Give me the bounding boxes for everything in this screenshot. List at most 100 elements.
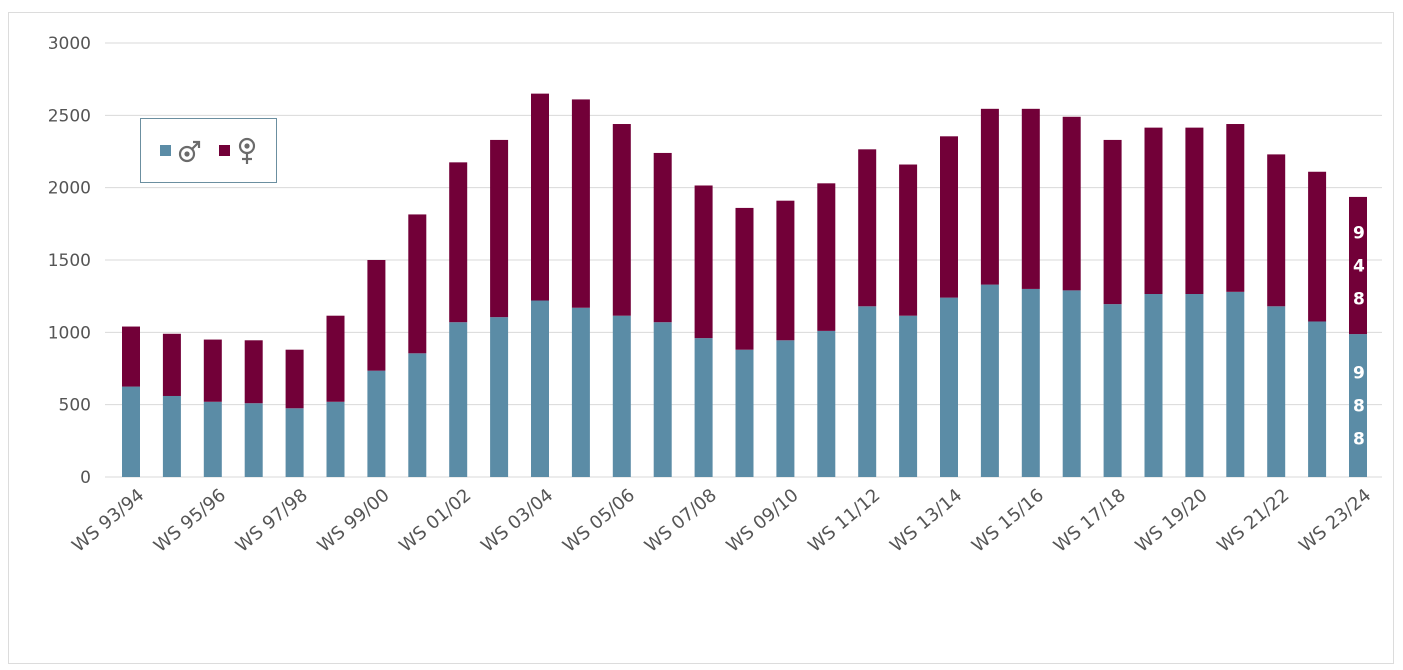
- y-tick-label: 1000: [48, 323, 91, 343]
- x-tick-label: WS 95/96: [150, 485, 230, 557]
- legend: [140, 118, 277, 183]
- x-tick-label: WS 03/04: [477, 485, 557, 557]
- bar-segment-male: [694, 338, 713, 477]
- bar-segment-female: [162, 333, 181, 396]
- bar-segment-female: [858, 149, 877, 307]
- x-tick-label: WS 07/08: [641, 485, 721, 557]
- data-label: 8: [1353, 289, 1365, 309]
- legend-swatch-male: [159, 145, 171, 156]
- bar-segment-female: [940, 136, 958, 298]
- bar-segment-female: [1103, 139, 1122, 305]
- bar-segment-female: [408, 214, 427, 354]
- y-tick-label: 2500: [48, 106, 91, 126]
- bar-segment-male: [244, 403, 263, 477]
- bar-segment-male: [1103, 304, 1122, 477]
- data-label: 8: [1353, 430, 1365, 450]
- bars: [122, 93, 1367, 477]
- legend-swatch-female: [218, 145, 230, 156]
- bar-segment-female: [203, 339, 222, 402]
- x-tick-label: WS 05/06: [559, 485, 639, 557]
- x-tick-label: WS 11/12: [804, 485, 884, 557]
- x-tick-label: WS 01/02: [395, 485, 475, 557]
- bar-segment-female: [653, 152, 672, 323]
- bar-segment-female: [122, 326, 140, 387]
- bar-segment-male: [735, 349, 754, 477]
- bar-segment-female: [1226, 124, 1245, 292]
- y-tick-label: 0: [80, 468, 91, 488]
- legend-item-female: [218, 136, 258, 166]
- bar-segment-male: [1021, 288, 1040, 477]
- bar-segment-female: [1349, 196, 1367, 335]
- bar-segment-male: [1349, 334, 1367, 477]
- bar-segment-male: [1226, 291, 1245, 477]
- x-tick-label: WS 15/16: [968, 485, 1048, 557]
- bar-segment-female: [899, 164, 918, 316]
- x-tick-label: WS 99/00: [314, 485, 394, 557]
- bar-segment-male: [612, 315, 631, 477]
- bar-segment-male: [571, 307, 590, 477]
- x-tick-label: WS 09/10: [723, 485, 803, 557]
- bar-segment-female: [531, 93, 549, 301]
- bar-segment-female: [1308, 171, 1327, 322]
- y-tick-label: 1500: [48, 251, 91, 271]
- bar-segment-female: [1062, 116, 1081, 291]
- bar-segment-male: [858, 306, 877, 477]
- x-tick-label: WS 17/18: [1050, 485, 1130, 557]
- bar-segment-female: [817, 183, 836, 331]
- bar-segment-female: [244, 340, 263, 404]
- bar-segment-male: [531, 300, 549, 477]
- data-label: 8: [1353, 397, 1365, 417]
- bar-segment-female: [571, 99, 590, 308]
- bar-segment-male: [980, 284, 999, 477]
- bar-segment-female: [326, 315, 345, 402]
- bar-segment-male: [122, 386, 140, 477]
- x-tick-label: WS 93/94: [68, 485, 148, 557]
- bar-segment-male: [1267, 306, 1286, 477]
- bar-segment-female: [1021, 108, 1040, 289]
- female-symbol-icon: [238, 137, 255, 164]
- bar-segment-male: [408, 353, 427, 477]
- data-label: 4: [1353, 256, 1365, 276]
- bar-segment-male: [326, 401, 345, 477]
- y-tick-label: 500: [59, 396, 91, 416]
- bar-segment-male: [776, 340, 795, 477]
- data-labels: 9 8 8 9 4 8: [1353, 223, 1365, 449]
- bar-segment-female: [1185, 127, 1204, 294]
- bar-segment-female: [367, 260, 386, 371]
- y-tick-label: 2000: [48, 179, 91, 199]
- bar-segment-male: [940, 297, 958, 477]
- bar-segment-female: [285, 349, 304, 409]
- bar-segment-male: [1185, 293, 1204, 477]
- x-tick-label: WS 13/14: [886, 485, 966, 557]
- bar-segment-male: [1144, 293, 1163, 477]
- x-tick-label: WS 21/22: [1213, 485, 1293, 557]
- y-axis-ticks: 0 500 1000 1500 2000 2500 3000: [48, 34, 91, 488]
- bar-segment-female: [776, 200, 795, 341]
- male-symbol-icon: [178, 140, 200, 162]
- bar-segment-male: [490, 317, 509, 477]
- bar-segment-female: [735, 207, 754, 350]
- bar-segment-female: [1144, 127, 1163, 294]
- bar-segment-female: [449, 162, 468, 323]
- bar-segment-female: [694, 185, 713, 339]
- data-label: 9: [1353, 223, 1365, 243]
- bar-segment-female: [1267, 154, 1286, 307]
- x-tick-label: WS 97/98: [232, 485, 312, 557]
- y-tick-label: 3000: [48, 34, 91, 54]
- bar-segment-male: [285, 408, 304, 477]
- data-label: 9: [1353, 364, 1365, 384]
- grid-lines: [105, 42, 1382, 478]
- bar-segment-male: [162, 395, 181, 477]
- x-tick-label: WS 19/20: [1132, 485, 1212, 557]
- x-axis-ticks: WS 93/94 WS 95/96 WS 97/98 WS 99/00 WS 01/02…: [68, 485, 1375, 557]
- bar-segment-male: [449, 322, 468, 477]
- bar-segment-female: [612, 124, 631, 316]
- bar-segment-male: [653, 322, 672, 477]
- bar-segment-female: [980, 108, 999, 285]
- legend-item-male: [159, 138, 203, 164]
- bar-segment-male: [817, 330, 836, 477]
- bar-segment-female: [490, 139, 509, 318]
- bar-segment-male: [1308, 321, 1327, 477]
- bar-segment-male: [1062, 290, 1081, 477]
